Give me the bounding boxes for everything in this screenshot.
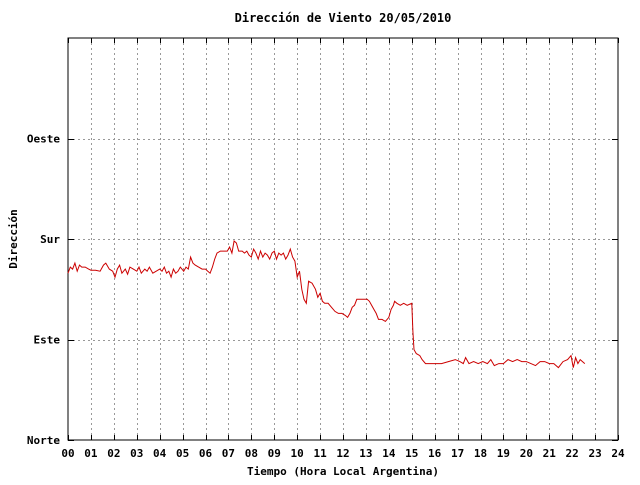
y-axis-label: Dirección [7, 209, 20, 269]
x-tick-label: 20 [520, 447, 533, 460]
x-tick-label: 01 [84, 447, 98, 460]
x-tick-label: 05 [176, 447, 189, 460]
x-tick-label: 18 [474, 447, 487, 460]
x-tick-label: 10 [291, 447, 304, 460]
x-tick-label: 07 [222, 447, 235, 460]
y-tick-labels: Norte Este Sur Oeste [27, 133, 60, 448]
x-tick-label: 17 [451, 447, 464, 460]
x-tick-label: 03 [130, 447, 143, 460]
x-tick-label: 13 [359, 447, 372, 460]
y-tick-label: Norte [27, 434, 60, 447]
x-tick-label: 02 [107, 447, 120, 460]
x-tick-label: 21 [543, 447, 557, 460]
x-tick-label: 16 [428, 447, 442, 460]
x-tick-label: 14 [382, 447, 396, 460]
tick-marks [68, 38, 619, 441]
chart-title: Dirección de Viento 20/05/2010 [235, 11, 452, 25]
grid [68, 38, 618, 440]
series-line-wind-direction [67, 240, 586, 369]
x-tick-label: 24 [611, 447, 625, 460]
x-tick-label: 04 [153, 447, 167, 460]
x-tick-label: 08 [245, 447, 258, 460]
x-tick-label: 11 [313, 447, 327, 460]
x-tick-label: 22 [566, 447, 579, 460]
x-tick-label: 15 [405, 447, 418, 460]
x-tick-label: 19 [497, 447, 510, 460]
y-tick-label: Sur [40, 233, 60, 246]
y-tick-label: Este [34, 334, 61, 347]
x-axis-label: Tiempo (Hora Local Argentina) [247, 465, 439, 478]
x-tick-label: 06 [199, 447, 213, 460]
x-tick-label: 23 [588, 447, 601, 460]
x-tick-labels: 00 01 02 03 04 05 06 07 08 09 10 11 12 13 14 15 16 17 18 19… [61, 447, 625, 460]
x-tick-label: 12 [336, 447, 349, 460]
x-tick-label: 09 [268, 447, 281, 460]
x-tick-label: 00 [61, 447, 74, 460]
y-tick-label: Oeste [27, 133, 60, 146]
